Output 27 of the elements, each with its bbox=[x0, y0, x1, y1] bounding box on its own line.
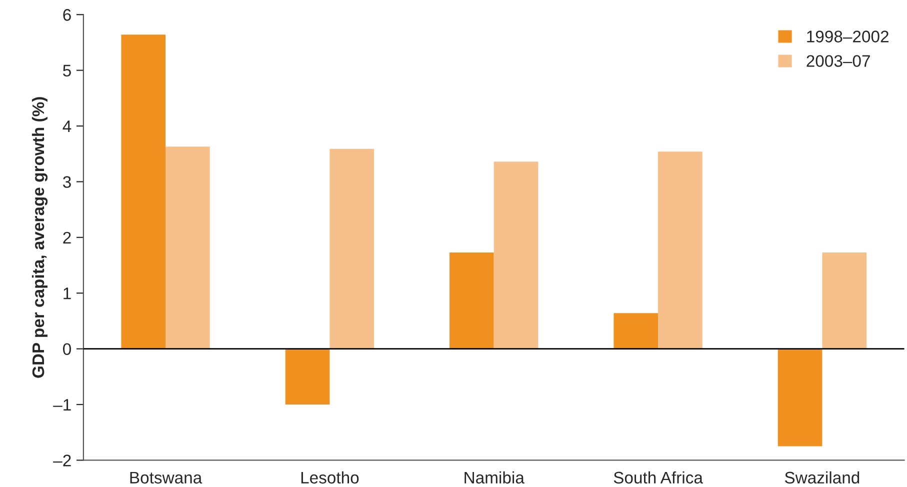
y-tick-label: 0 bbox=[63, 343, 71, 356]
bar bbox=[658, 152, 702, 349]
bar bbox=[778, 348, 822, 446]
bar bbox=[822, 252, 867, 349]
y-axis-title: GDP per capita, average growth (%) bbox=[32, 97, 48, 378]
x-tick-label: Lesotho bbox=[301, 471, 359, 484]
y-tick-label: 6 bbox=[63, 9, 71, 21]
legend-label: 2003–07 bbox=[806, 55, 870, 67]
x-tick-label: Botswana bbox=[130, 472, 202, 484]
y-tick-label: 3 bbox=[63, 176, 71, 188]
x-tick-label: Namibia bbox=[464, 471, 524, 484]
y-tick-label: 4 bbox=[62, 120, 72, 132]
bar bbox=[285, 348, 330, 405]
bar bbox=[121, 34, 166, 349]
y-tick-label: 5 bbox=[63, 64, 71, 77]
y-tick-label: 2 bbox=[63, 232, 71, 244]
legend-label: 1998–2002 bbox=[807, 30, 888, 42]
bar bbox=[494, 162, 538, 349]
bar bbox=[450, 252, 494, 349]
y-tick-label: –1 bbox=[53, 399, 71, 411]
x-tick-label: South Africa bbox=[614, 471, 703, 484]
bar bbox=[166, 146, 210, 349]
bar bbox=[330, 148, 374, 349]
y-tick-label: 1 bbox=[64, 288, 71, 300]
y-tick-label: –2 bbox=[53, 454, 71, 466]
x-tick-label: Swaziland bbox=[784, 471, 860, 484]
bar bbox=[614, 313, 658, 349]
